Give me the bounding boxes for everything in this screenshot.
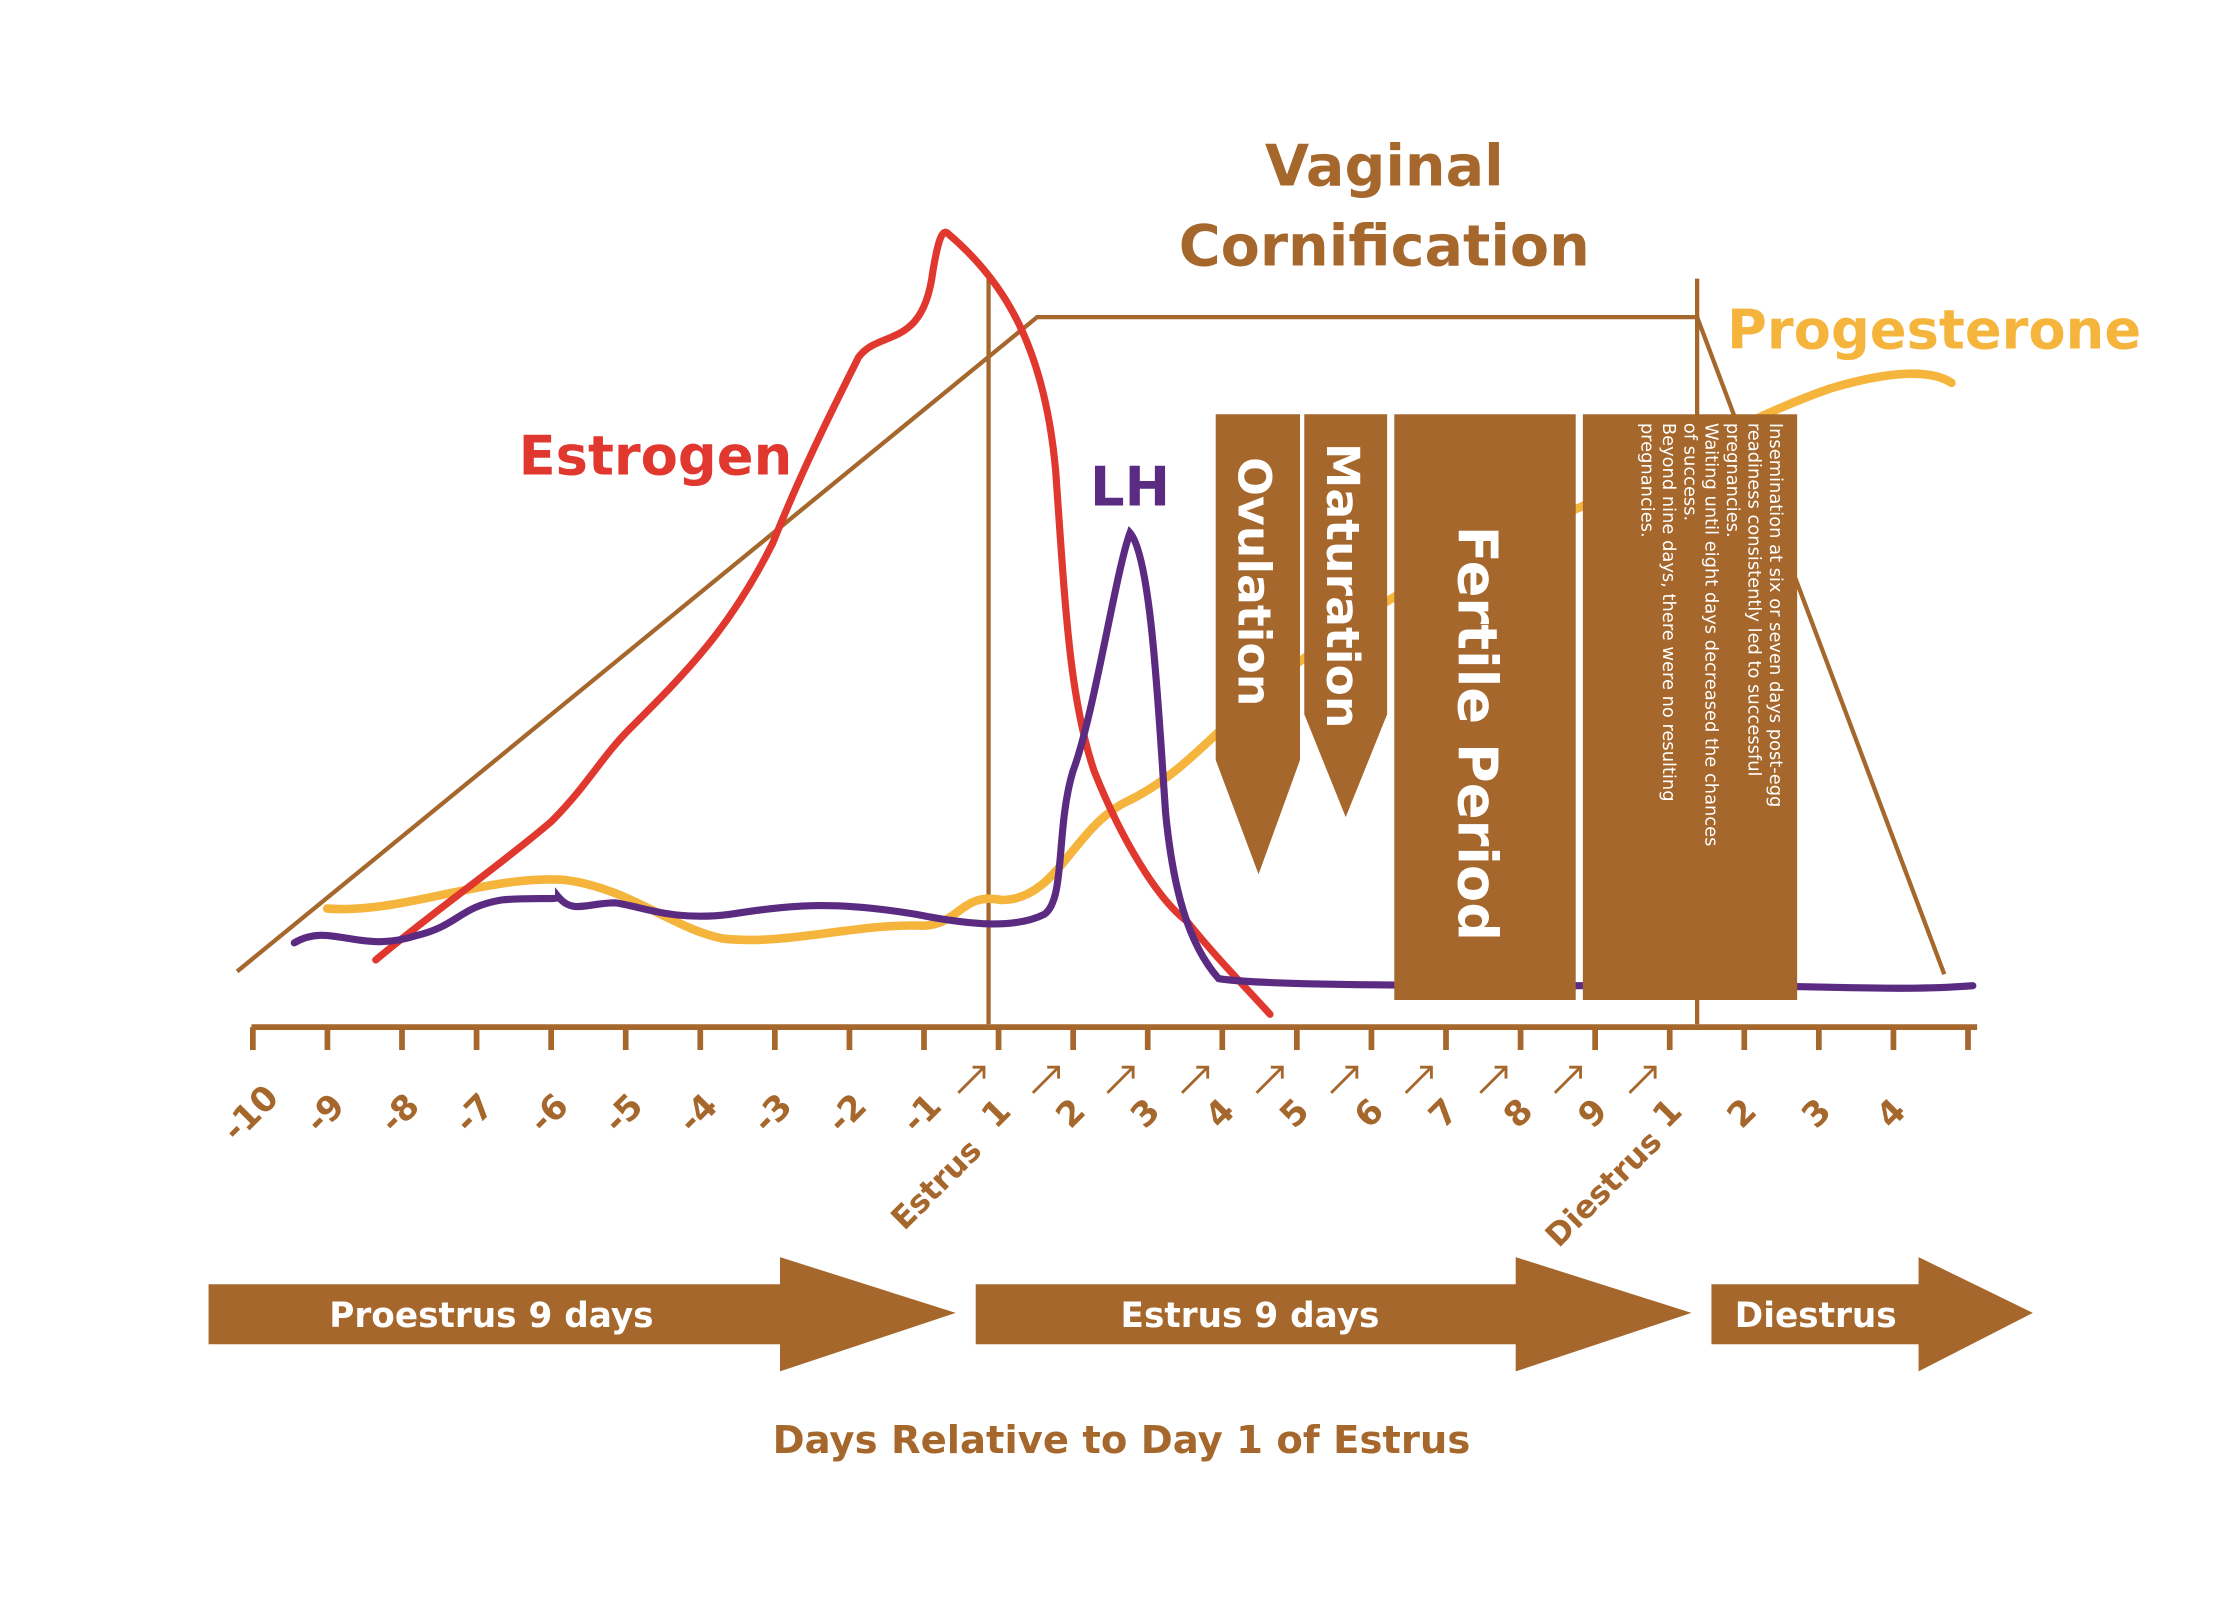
- maturation-label: Maturation: [1316, 443, 1369, 729]
- day-arrow: [1031, 1066, 1060, 1094]
- x-axis-day-arrows: [957, 1065, 1657, 1094]
- estrogen-curve: [372, 228, 1274, 1018]
- day-arrow-head: [1047, 1065, 1060, 1079]
- lh-label: LH: [1090, 456, 1170, 519]
- ovulation-label: Ovulation: [1228, 457, 1281, 706]
- day-arrow-head: [1196, 1065, 1210, 1079]
- vaginal-cornification-outline: [235, 315, 1947, 976]
- x-axis-tick-label: 9: [1571, 1091, 1616, 1136]
- day-arrow: [1255, 1066, 1284, 1094]
- x-axis-tick-label: 1: [1645, 1091, 1690, 1136]
- day-arrow-head: [1643, 1065, 1657, 1079]
- fertile-period-label: Fertile Period: [1446, 526, 1509, 941]
- progesterone-label: Progesterone: [1727, 299, 2141, 362]
- x-axis-tick-label: 6: [1347, 1091, 1392, 1136]
- x-axis-tick-label: -5: [596, 1086, 651, 1141]
- x-axis-tick-label: 7: [1421, 1091, 1466, 1136]
- diestrus-phase-arrow: [1711, 1257, 2033, 1372]
- maturation-box: [1304, 414, 1388, 818]
- ovulation-box: [1215, 414, 1300, 875]
- day-arrow: [1106, 1066, 1135, 1094]
- day-arrow-head: [1420, 1065, 1433, 1079]
- insemination-note-line: of success.: [1679, 423, 1700, 521]
- x-axis-tick-label: 2: [1720, 1091, 1765, 1136]
- day-arrow: [1330, 1066, 1358, 1094]
- day-arrow-head: [1569, 1065, 1583, 1079]
- x-axis-tick-label: 5: [1272, 1091, 1317, 1136]
- x-axis-tick-label: 4: [1198, 1091, 1243, 1136]
- estrus-phase-arrow: [975, 1257, 1692, 1372]
- x-axis-tick-label: -2: [820, 1086, 875, 1141]
- estrogen-label: Estrogen: [519, 424, 793, 487]
- x-axis-tick-label: -6: [521, 1086, 576, 1141]
- x-axis-tick-label: 4: [1869, 1091, 1914, 1136]
- x-axis-tick-labels: -10 -9 -8 -7 -6 -5 -4 -3 -2 -1 1 2 3 4 5 6 7 8 9 1 2 3 4: [215, 1078, 1914, 1150]
- x-axis-tick-label: 1: [974, 1091, 1019, 1136]
- x-axis-tick-label: 3: [1123, 1091, 1168, 1136]
- day-arrow: [1628, 1066, 1657, 1094]
- insemination-note-line: Beyond nine days, there were no resultin…: [1658, 423, 1679, 802]
- x-axis-tick-label: 2: [1049, 1091, 1094, 1136]
- x-axis-ticks: [250, 1027, 1971, 1050]
- vaginal-cornification-label-line2: Cornification: [1179, 214, 1590, 280]
- x-axis-tick-label: -7: [447, 1086, 502, 1141]
- x-axis-tick-label: -4: [671, 1086, 726, 1141]
- diestrus-phase-label: Diestrus: [1735, 1296, 1897, 1336]
- x-axis-tick-label: 8: [1496, 1091, 1541, 1136]
- diestrus-marker-label: Diestrus: [1539, 1124, 1669, 1254]
- insemination-note-text: Insemination at six or seven days post-e…: [1636, 423, 1786, 847]
- insemination-note-box: [1582, 414, 1798, 1000]
- day-arrow: [1404, 1066, 1433, 1094]
- day-arrow-head: [972, 1065, 986, 1079]
- x-axis-tick-label: -1: [894, 1086, 949, 1141]
- day-arrow-head: [1270, 1065, 1284, 1079]
- x-axis-tick-label: 3: [1794, 1091, 1839, 1136]
- day-arrow-head: [1121, 1065, 1135, 1079]
- day-arrow: [1479, 1066, 1508, 1094]
- insemination-note-line: readiness consistently led to successful: [1744, 423, 1765, 777]
- insemination-note-line: Waiting until eight days decreased the c…: [1701, 423, 1722, 847]
- insemination-note-line: pregnancies.: [1636, 423, 1657, 538]
- day-arrow: [1553, 1066, 1582, 1094]
- x-axis-tick-label: -9: [298, 1086, 353, 1141]
- proestrus-phase-label: Proestrus 9 days: [329, 1296, 653, 1336]
- x-axis-title: Days Relative to Day 1 of Estrus: [773, 1418, 1471, 1463]
- x-axis-tick-label: -3: [745, 1086, 800, 1141]
- insemination-note-line: pregnancies.: [1722, 423, 1743, 538]
- day-arrow: [957, 1066, 986, 1094]
- x-axis-tick-label: -8: [372, 1086, 427, 1141]
- lh-curve: [290, 525, 1977, 992]
- estrus-marker-label: Estrus: [884, 1133, 988, 1237]
- proestrus-phase-arrow: [208, 1257, 956, 1372]
- vaginal-cornification-label-line1: Vaginal: [1265, 134, 1504, 200]
- day-arrow: [1180, 1066, 1209, 1094]
- day-arrow-head: [1494, 1065, 1508, 1079]
- insemination-note-line: Insemination at six or seven days post-e…: [1765, 423, 1786, 808]
- estrus-phase-label: Estrus 9 days: [1121, 1296, 1380, 1336]
- fertile-period-box: [1394, 414, 1576, 1000]
- x-axis-tick-label: -10: [215, 1078, 287, 1150]
- day-arrow-head: [1345, 1065, 1359, 1079]
